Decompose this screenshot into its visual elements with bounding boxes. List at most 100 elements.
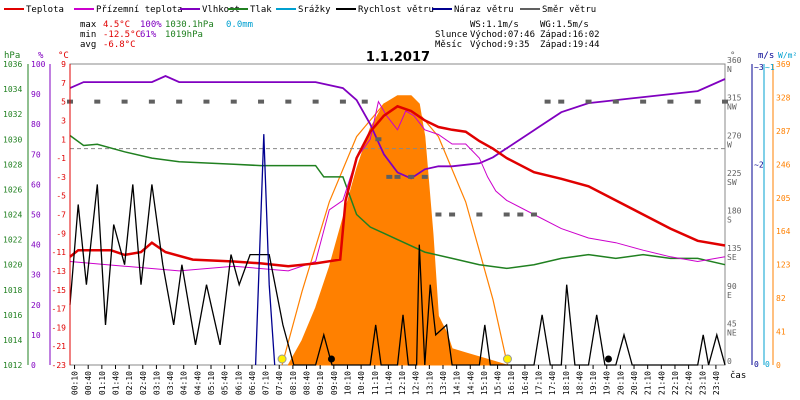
time-tick-label: 13:40 [439, 371, 448, 395]
time-tick-label: 01:40 [111, 371, 120, 395]
celsius-tick-label: -11 [52, 248, 67, 257]
wm2-tick-label: 41 [776, 328, 786, 337]
stats-min-pressure: 1019hPa [165, 30, 203, 40]
wind-direction-mark [203, 99, 210, 104]
legend-label: Rychlost větru [358, 5, 434, 15]
wind-direction-mark [258, 99, 265, 104]
time-tick-label: 05:40 [221, 371, 230, 395]
stats-max-pressure: 1030.1hPa [165, 20, 214, 30]
degree-tick-label: 270 [727, 131, 742, 140]
hpa-tick-label: 1028 [3, 160, 22, 169]
time-tick-label: 13:10 [425, 371, 434, 395]
time-tick-label: 18:40 [575, 371, 584, 395]
solar-theoretical-curve [281, 96, 509, 366]
compass-tick-label: W [727, 140, 732, 149]
percent-tick-label: 30 [31, 271, 41, 280]
compass-tick-label: SE [727, 253, 737, 262]
axis-ms-label: m/s [758, 51, 774, 61]
time-tick-label: 07:10 [262, 371, 271, 395]
percent-tick-label: 40 [31, 241, 41, 250]
moon-set: Západ:19:44 [540, 40, 600, 50]
hpa-tick-label: 1036 [3, 60, 22, 69]
hpa-tick-label: 1026 [3, 185, 22, 194]
compass-tick-label: N [727, 65, 732, 74]
time-tick-label: 17:10 [535, 371, 544, 395]
sunrise-marker [277, 354, 287, 364]
time-tick-label: 19:40 [603, 371, 612, 395]
time-tick-label: 16:10 [507, 371, 516, 395]
percent-tick-label: 80 [31, 120, 41, 129]
celsius-tick-label: 5 [61, 98, 66, 107]
time-tick-label: 11:40 [384, 371, 393, 395]
wind-direction-mark [435, 212, 442, 217]
time-tick-label: 11:10 [371, 371, 380, 395]
legend-label: Tlak [250, 5, 272, 15]
stats-max-temp: 4.5°C [103, 20, 130, 30]
time-tick-label: 20:10 [616, 371, 625, 395]
wind-direction-mark [361, 99, 368, 104]
hpa-tick-label: 1016 [3, 311, 22, 320]
wind-direction-mark [94, 99, 101, 104]
time-tick-label: 09:10 [316, 371, 325, 395]
hpa-tick-label: 1024 [3, 211, 22, 220]
celsius-tick-label: 9 [61, 60, 66, 69]
stats-min-temp: -12.5°C [103, 30, 141, 40]
wm2-tick-label: 246 [776, 160, 791, 169]
rain-tick-label: ~1 [765, 63, 775, 72]
solar-radiation-area [287, 95, 507, 366]
degree-tick-label: 0 [727, 357, 732, 366]
wind-direction-mark [375, 137, 382, 142]
hpa-tick-label: 1012 [3, 361, 22, 370]
degree-tick-label: 180 [727, 207, 742, 216]
time-tick-label: 10:10 [343, 371, 352, 395]
time-tick-label: 12:40 [412, 371, 421, 395]
time-tick-label: 04:40 [193, 371, 202, 395]
rain-tick-label: 0 [765, 360, 770, 369]
time-tick-label: 03:10 [152, 371, 161, 395]
wind-direction-mark [503, 212, 510, 217]
time-tick-label: 23:40 [712, 371, 721, 395]
wind-direction-mark [530, 212, 537, 217]
wind-direction-mark [585, 99, 592, 104]
time-tick-label: 07:40 [275, 371, 284, 395]
time-tick-label: 03:40 [166, 371, 175, 395]
legend-label: Náraz větru [454, 5, 514, 15]
celsius-tick-label: 7 [61, 79, 66, 88]
time-tick-label: 02:10 [125, 371, 134, 395]
wind-direction-mark [408, 174, 415, 179]
ms-tick-label: ~2 [754, 160, 764, 169]
time-tick-label: 14:40 [466, 371, 475, 395]
celsius-tick-label: -13 [52, 267, 67, 276]
sun-set: Západ:16:02 [540, 30, 600, 40]
legend-label: Teplota [26, 5, 64, 15]
time-tick-label: 20:40 [630, 371, 639, 395]
axis-celsius-label: °C [58, 51, 69, 61]
chart-title: 1.1.2017 [366, 50, 430, 65]
wind-speed-series [69, 184, 726, 366]
time-tick-label: 17:40 [548, 371, 557, 395]
wind-gust-series [254, 134, 276, 366]
legend-label: Srážky [298, 5, 331, 15]
axis-wm2-label: W/m² [778, 51, 797, 60]
hpa-tick-label: 1020 [3, 261, 22, 270]
legend-label: Přízemní teplota [96, 5, 183, 15]
degree-tick-label: 225 [727, 169, 742, 178]
axis-degree-label: ° [730, 51, 735, 61]
pressure-series [69, 134, 726, 270]
stats-wind-gust: WG:1.5m/s [540, 20, 589, 30]
hpa-tick-label: 1030 [3, 135, 22, 144]
time-tick-label: 06:10 [234, 371, 243, 395]
time-tick-label: 00:10 [71, 371, 80, 395]
percent-tick-label: 60 [31, 180, 41, 189]
axis-hpa-label: hPa [4, 51, 20, 61]
celsius-tick-label: -23 [52, 361, 67, 370]
stats-max-rain: 0.0mm [226, 20, 253, 30]
moonrise-marker [327, 355, 335, 363]
time-tick-label: 02:40 [139, 371, 148, 395]
time-tick-label: 08:40 [303, 371, 312, 395]
stats-max-humidity: 100% [140, 20, 162, 30]
celsius-tick-label: -5 [56, 192, 66, 201]
stats-avg-temp: -6.8°C [103, 40, 136, 50]
time-tick-label: 14:10 [453, 371, 462, 395]
